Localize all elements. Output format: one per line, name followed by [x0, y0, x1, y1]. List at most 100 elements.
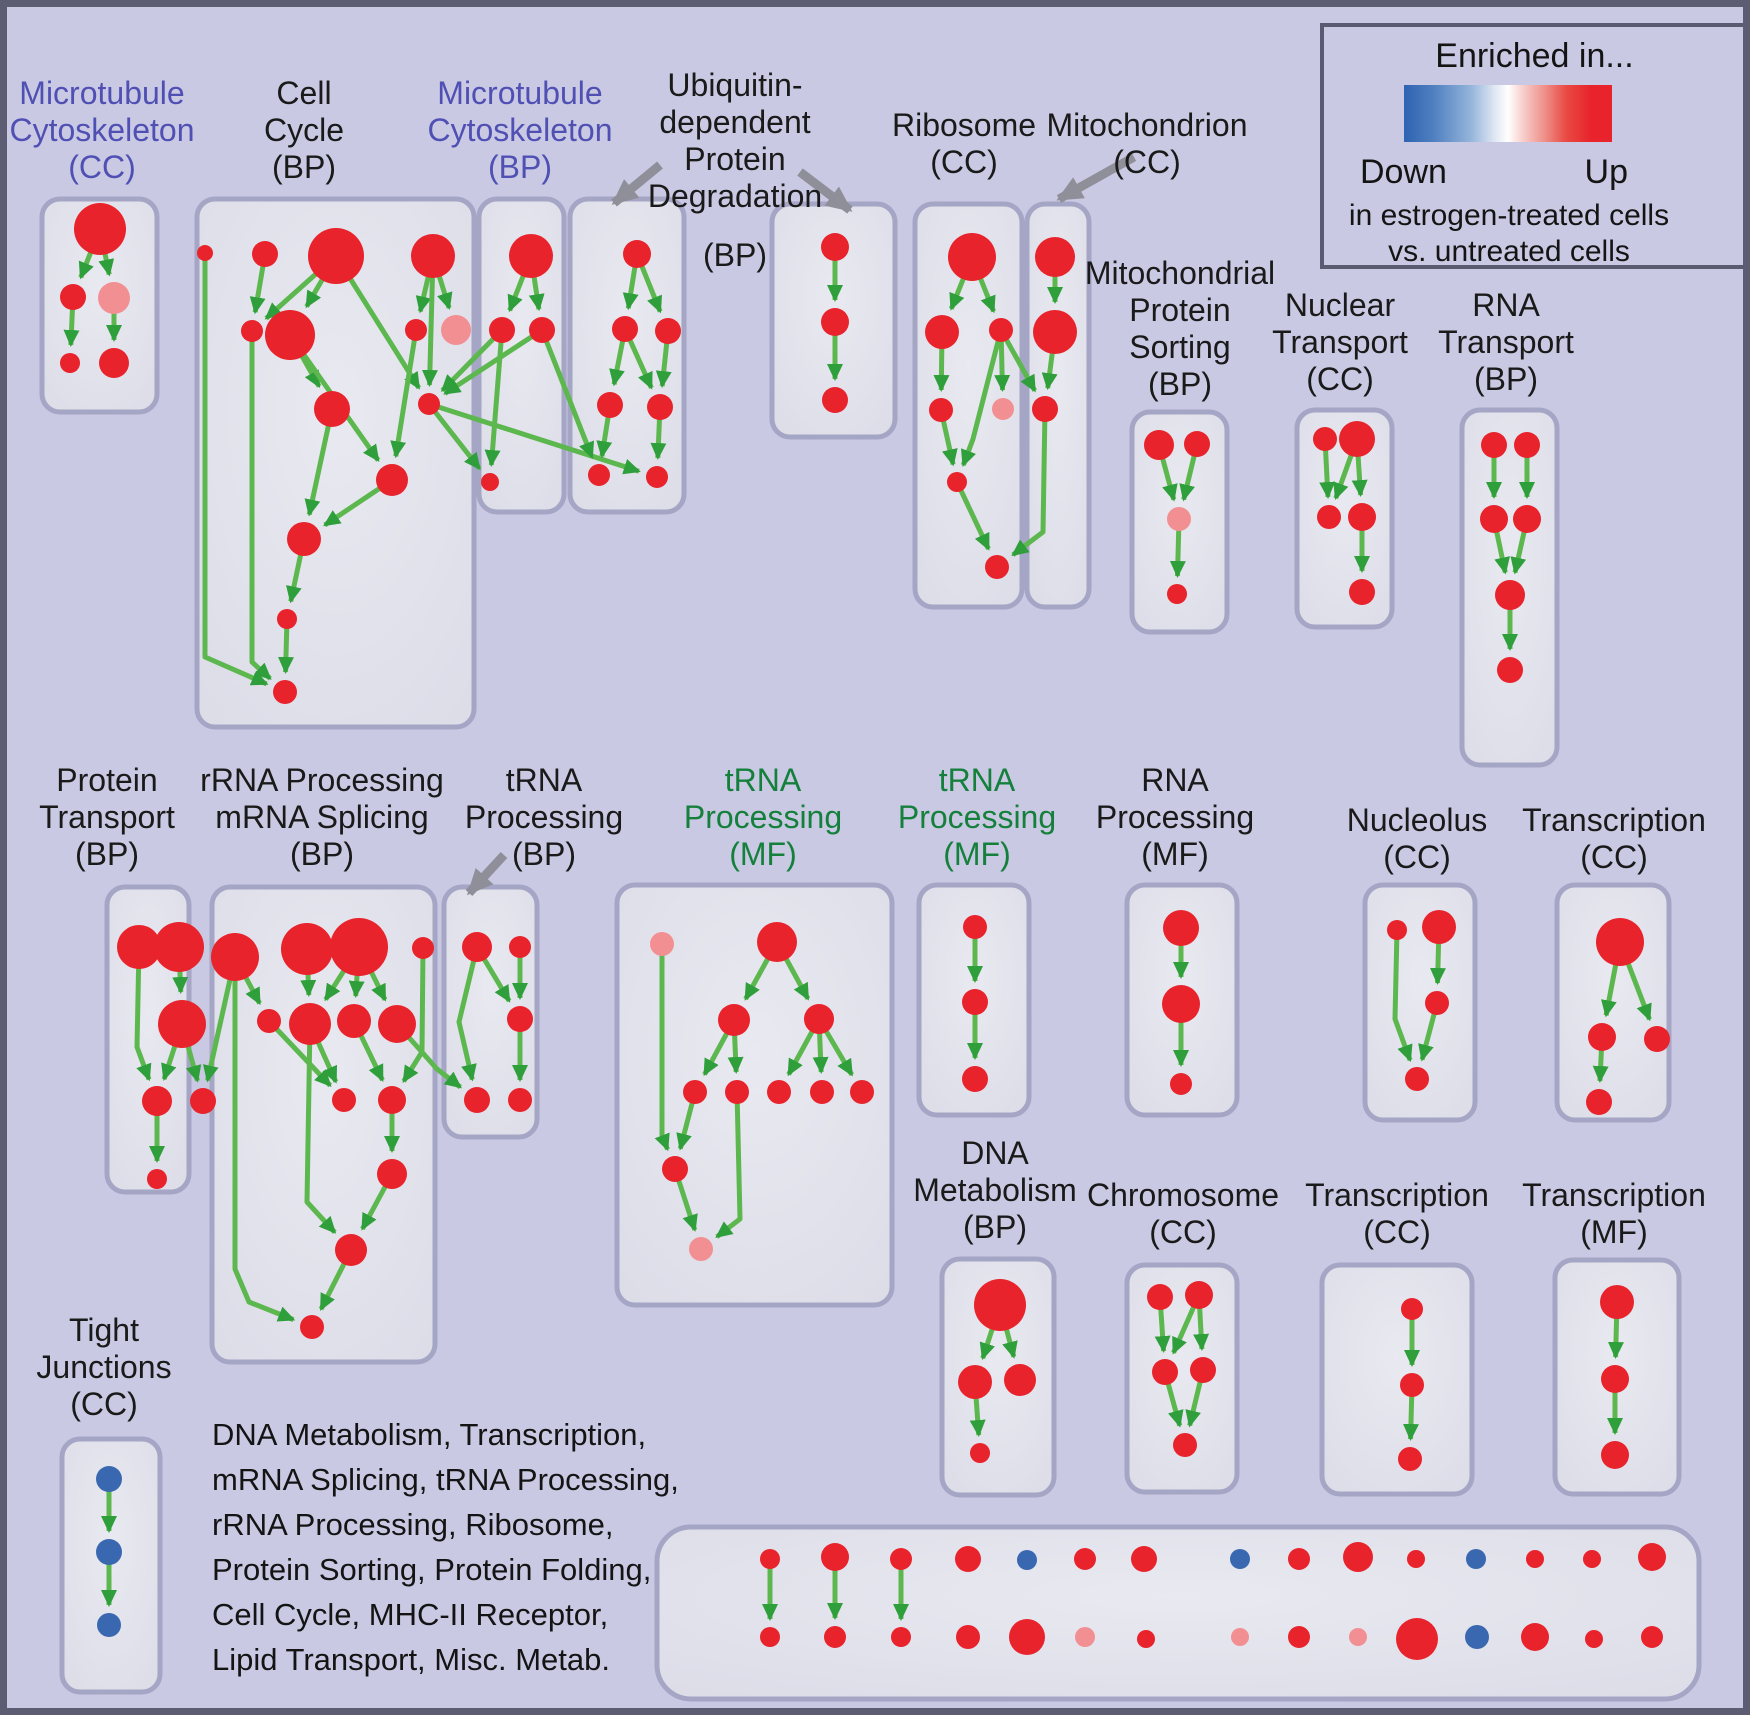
node-r3-red: [989, 318, 1013, 342]
node-w3-red: [1170, 1073, 1192, 1095]
node-t4-red: [1513, 505, 1541, 533]
node-z2-red: [1601, 1365, 1629, 1393]
node-g12b-blue: [1465, 1625, 1489, 1649]
node-g8b-pink: [1231, 1628, 1249, 1646]
node-tb4-red: [464, 1087, 490, 1113]
node-rr11-red: [377, 1159, 407, 1189]
box-mixed-clusters: [654, 1524, 1702, 1702]
label-protein-transport-bp: Protein Transport (BP): [39, 762, 175, 872]
edge-f6-f11: [715, 1091, 743, 1239]
node-t3-red: [1480, 505, 1508, 533]
node-ub3-red: [655, 318, 681, 344]
node-a5-red: [99, 348, 129, 378]
node-j2-blue: [96, 1539, 122, 1565]
node-j1-blue: [96, 1466, 122, 1492]
node-z3-red: [1601, 1441, 1629, 1469]
node-u22-red: [821, 308, 849, 336]
node-rr9-red: [332, 1088, 356, 1112]
node-g2b-red: [824, 1626, 846, 1648]
node-q2-red: [962, 989, 988, 1015]
node-n4-red: [1348, 503, 1376, 531]
node-t1-red: [1481, 432, 1507, 458]
node-m2-red: [1033, 310, 1077, 354]
edge-c7-c10: [390, 329, 419, 459]
edge-c5-c13: [249, 331, 272, 681]
node-g6b-pink: [1075, 1627, 1095, 1647]
node-ub7-red: [646, 466, 668, 488]
node-c8-pink: [441, 315, 471, 345]
node-ub1-red: [623, 240, 651, 268]
node-h4-red: [1190, 1357, 1216, 1383]
node-g3t-red: [890, 1548, 912, 1570]
go-network-diagram: [39, 153, 1702, 1702]
node-g11t-red: [1407, 1550, 1425, 1568]
node-u23-red: [822, 387, 848, 413]
node-nl3-red: [1425, 991, 1449, 1015]
node-g2t-red: [821, 1543, 849, 1571]
node-t2-red: [1514, 432, 1540, 458]
node-q3-red: [962, 1066, 988, 1092]
node-f1-pink: [650, 932, 674, 956]
edge-rr8-tb4: [395, 1022, 462, 1090]
edge-hb-ub7: [428, 401, 641, 475]
node-mb3-red: [529, 317, 555, 343]
node-g9b-red: [1288, 1626, 1310, 1648]
node-g7t-red: [1131, 1546, 1157, 1572]
label-mitochondrion-cc: Mitochondrion (CC): [1046, 107, 1248, 180]
annotation-arrow-1: [611, 161, 663, 207]
node-r7-red: [985, 555, 1009, 579]
node-rr12-red: [335, 1234, 367, 1266]
node-c11-red: [287, 522, 321, 556]
node-x4-red: [1586, 1089, 1612, 1115]
edge-mb3-ub6: [539, 329, 595, 460]
node-h5-red: [1173, 1433, 1197, 1457]
node-rr7-red: [337, 1004, 371, 1038]
label-trna-processing-mf-2: tRNA Processing (MF): [897, 762, 1057, 872]
label-rrna-processing-mrna-splicing-bp: rRNA Processing mRNA Splicing (BP): [200, 762, 444, 872]
annotation-arrow-2: [797, 168, 853, 214]
label-nuclear-transport-cc: Nuclear Transport (CC): [1272, 287, 1408, 397]
node-p2-red: [154, 922, 204, 972]
node-a1-red: [74, 203, 126, 255]
node-g3b-red: [891, 1627, 911, 1647]
node-c13-red: [273, 680, 297, 704]
label-ubiquitin-degradation-bp-suffix: (BP): [703, 237, 767, 273]
node-r5-pink: [992, 398, 1014, 420]
edge-hb-mb4: [427, 402, 482, 471]
node-g4b-red: [956, 1625, 980, 1649]
node-hb-red: [418, 393, 440, 415]
node-g4t-red: [955, 1546, 981, 1572]
node-f7-red: [767, 1080, 791, 1104]
edge-r6-r7: [954, 480, 991, 551]
node-g10b-pink: [1349, 1628, 1367, 1646]
node-nl2-red: [1422, 910, 1456, 944]
mixed-clusters-note: DNA Metabolism, Transcription, mRNA Spli…: [212, 1417, 679, 1677]
node-c5-red: [241, 320, 263, 342]
legend-gradient-bar: [1404, 85, 1612, 142]
node-t5-red: [1495, 580, 1525, 610]
label-transcription-cc-row2: Transcription (CC): [1522, 802, 1706, 875]
node-g14b-red: [1585, 1630, 1603, 1648]
node-ub6-red: [588, 464, 610, 486]
edge-r3-r6: [960, 329, 1004, 468]
node-g13b-red: [1521, 1623, 1549, 1651]
edge-p1-p4: [134, 946, 152, 1082]
node-n3-red: [1317, 505, 1341, 529]
label-dna-metabolism-bp: DNA Metabolism (BP): [913, 1135, 1077, 1245]
label-ubiquitin-dependent-protein-degradation: Ubiquitin- dependent Protein Degradation: [647, 67, 823, 214]
node-f4-red: [804, 1004, 834, 1034]
edge-nl1-nl4: [1392, 929, 1413, 1063]
node-c1-red: [197, 245, 213, 261]
node-p1-red: [117, 925, 161, 969]
box-nucleolus-cc: [1362, 882, 1478, 1123]
node-rr10-red: [378, 1086, 406, 1114]
node-g5t-blue: [1017, 1550, 1037, 1570]
edge-rr1-rr13: [232, 957, 296, 1322]
node-rr4-red: [412, 937, 434, 959]
node-g15t-red: [1638, 1543, 1666, 1571]
node-f10-red: [662, 1156, 688, 1182]
node-a4-red: [60, 353, 80, 373]
node-s1-red: [1144, 430, 1174, 460]
label-tight-junctions-cc: Tight Junctions (CC): [36, 1312, 172, 1422]
